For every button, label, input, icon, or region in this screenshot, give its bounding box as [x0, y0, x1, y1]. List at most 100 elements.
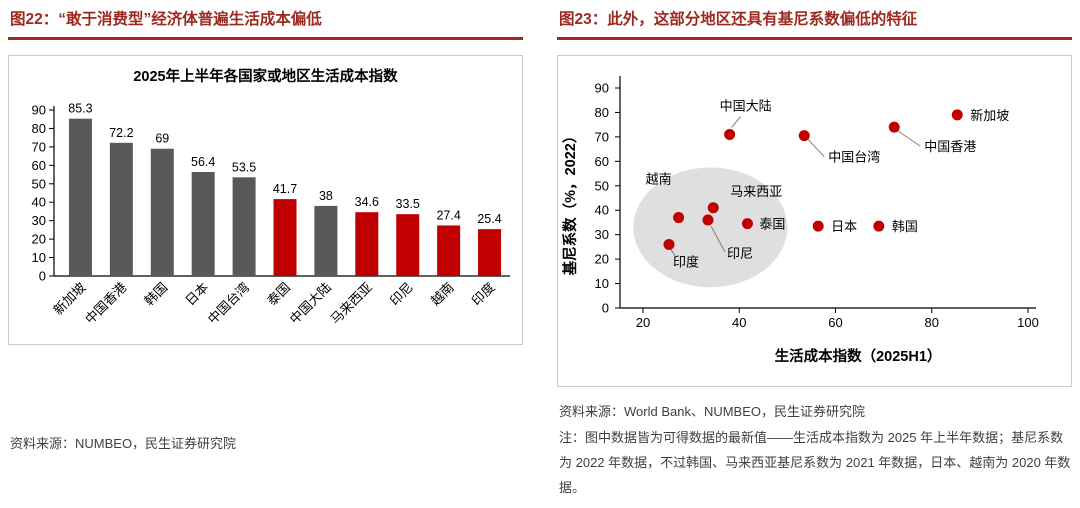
- figure-22-title: 图22：“敢于消费型”经济体普遍生活成本偏低: [8, 6, 523, 40]
- point-label: 马来西亚: [730, 184, 782, 199]
- leader-line: [897, 130, 921, 147]
- y-tick-label: 90: [32, 103, 46, 118]
- data-point: [951, 109, 963, 121]
- data-point: [812, 220, 824, 232]
- bar: [150, 148, 174, 276]
- bar-category-label: 新加坡: [50, 280, 88, 318]
- point-label: 新加坡: [970, 108, 1009, 123]
- x-tick-label: 60: [828, 315, 842, 330]
- bar-category-label: 印尼: [387, 280, 416, 309]
- bar-value-label: 38: [319, 189, 333, 203]
- leader-line: [670, 249, 677, 258]
- bar-chart-box: 2025年上半年各国家或地区生活成本指数 0 10 20 30 40 50 60 70 80 90…: [8, 55, 523, 345]
- bar: [191, 171, 215, 276]
- highlight-ellipse: [633, 167, 788, 288]
- bar: [355, 212, 379, 276]
- leader-line: [807, 139, 825, 158]
- point-label: 中国台湾: [828, 150, 880, 165]
- data-point: [873, 220, 885, 232]
- data-point: [798, 130, 810, 142]
- figure-23-source: 资料来源：World Bank、NUMBEO，民生证券研究院: [559, 404, 866, 419]
- point-label: 印度: [673, 254, 699, 269]
- bar: [396, 214, 420, 276]
- data-point: [741, 218, 753, 230]
- bar-chart-title: 2025年上半年各国家或地区生活成本指数: [133, 69, 398, 85]
- bar: [109, 142, 133, 276]
- point-label: 中国香港: [924, 139, 976, 154]
- figure-22-source: 资料来源：NUMBEO，民生证券研究院: [10, 436, 237, 451]
- y-tick-label: 60: [32, 158, 46, 173]
- data-point: [673, 212, 685, 224]
- bar-category-label: 韩国: [141, 280, 170, 309]
- bar: [273, 199, 297, 276]
- data-point: [663, 238, 675, 250]
- y-tick-label: 90: [595, 81, 609, 96]
- bar-value-label: 69: [155, 132, 169, 146]
- bar-category-label: 泰国: [264, 280, 293, 309]
- point-label: 韩国: [892, 219, 918, 234]
- bar: [232, 177, 256, 276]
- bar-category-label: 越南: [428, 280, 457, 309]
- y-axis-label: 基尼系数（%，2022）: [561, 129, 579, 277]
- y-tick-label: 50: [595, 178, 609, 193]
- scatter-chart-box: 20 40 60 80 100 0 10 20 30 40 50 60 70 80 90 新加坡中国香港 中国大…: [557, 55, 1072, 387]
- bar-category-label: 印度: [469, 280, 498, 309]
- y-tick-label: 40: [595, 203, 609, 218]
- leader-line: [731, 116, 742, 128]
- y-tick-label: 10: [32, 250, 46, 265]
- y-tick-label: 30: [32, 213, 46, 228]
- y-tick-label: 50: [32, 176, 46, 191]
- data-point: [888, 121, 900, 133]
- y-tick-label: 80: [32, 121, 46, 136]
- y-tick-label: 20: [32, 232, 46, 247]
- bar: [437, 225, 461, 276]
- bar-category-label: 中国香港: [82, 280, 129, 327]
- bar-value-label: 41.7: [273, 182, 297, 196]
- bar-category-label: 中国台湾: [205, 280, 252, 327]
- bar-value-label: 25.4: [477, 212, 501, 226]
- x-tick-label: 40: [732, 315, 746, 330]
- y-tick-label: 70: [32, 139, 46, 154]
- bar-value-label: 85.3: [68, 102, 92, 116]
- bar: [314, 205, 338, 276]
- x-tick-label: 100: [1017, 315, 1039, 330]
- x-tick-label: 20: [636, 315, 650, 330]
- data-point: [724, 128, 736, 140]
- y-tick-label: 70: [595, 129, 609, 144]
- bar-value-label: 72.2: [109, 126, 133, 140]
- bar-category-label: 中国大陆: [287, 280, 334, 327]
- bar-value-label: 27.4: [436, 208, 460, 222]
- y-tick-label: 20: [595, 252, 609, 267]
- bar: [478, 229, 502, 276]
- y-tick-label: 60: [595, 154, 609, 169]
- y-tick-label: 0: [602, 301, 609, 316]
- bar-value-label: 53.5: [232, 160, 256, 174]
- point-label: 越南: [646, 172, 672, 187]
- bar: [68, 118, 92, 276]
- point-label: 中国大陆: [720, 98, 772, 113]
- figure-23-panel: 图23：此外，这部分地区还具有基尼系数偏低的特征 20 40 60 80 100 0 10 2…: [557, 6, 1072, 500]
- bar-category-label: 马来西亚: [328, 280, 375, 327]
- figure-22-panel: 图22：“敢于消费型”经济体普遍生活成本偏低 2025年上半年各国家或地区生活成…: [8, 6, 523, 452]
- data-point: [707, 202, 719, 214]
- bar-chart: 0 10 20 30 40 50 60 70 80 90 85.3 新加坡 72.2 中国香港 69 韩国 56…: [32, 102, 510, 327]
- point-label: 印尼: [727, 246, 753, 261]
- data-point: [702, 214, 714, 226]
- x-axis-label: 生活成本指数（2025H1）: [775, 347, 942, 365]
- y-tick-label: 10: [595, 276, 609, 291]
- bar-value-label: 33.5: [396, 197, 420, 211]
- x-tick-label: 80: [925, 315, 939, 330]
- bar-value-label: 34.6: [355, 195, 379, 209]
- y-tick-label: 80: [595, 105, 609, 120]
- bar-value-label: 56.4: [191, 155, 215, 169]
- figure-23-note: 注：图中数据皆为可得数据的最新值——生活成本指数为 2025 年上半年数据；基尼…: [559, 430, 1071, 495]
- y-tick-label: 30: [595, 227, 609, 242]
- point-label: 泰国: [759, 217, 785, 232]
- y-tick-label: 0: [39, 269, 46, 284]
- figure-23-title: 图23：此外，这部分地区还具有基尼系数偏低的特征: [557, 6, 1072, 40]
- bar-category-label: 日本: [182, 280, 211, 309]
- point-label: 日本: [831, 219, 857, 234]
- y-tick-label: 40: [32, 195, 46, 210]
